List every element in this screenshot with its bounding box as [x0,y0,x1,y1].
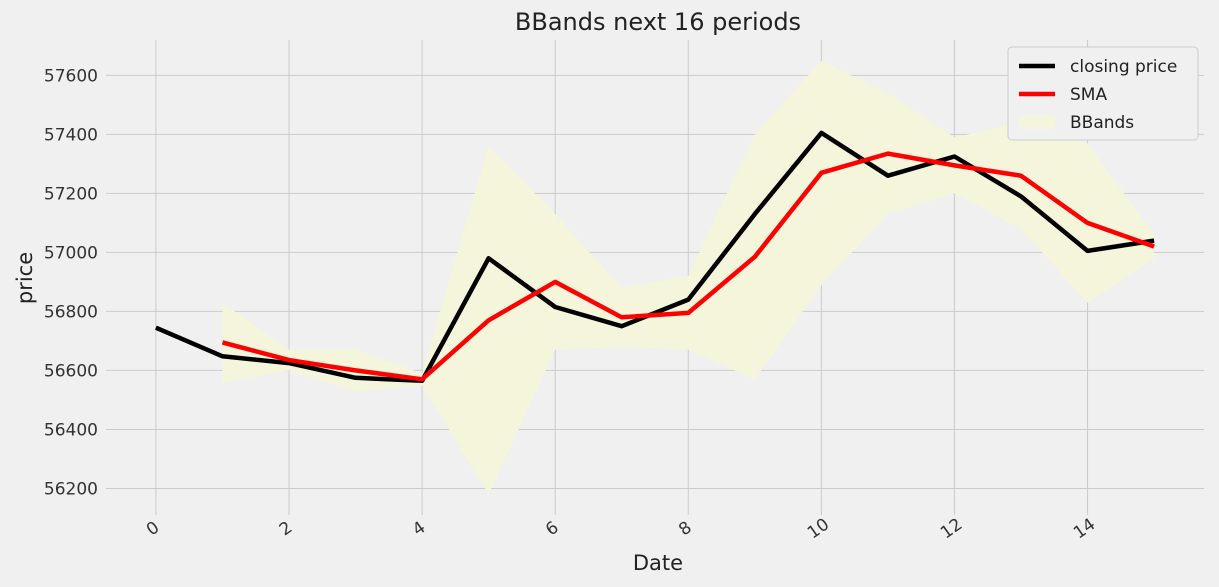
y-tick-label: 56600 [44,361,98,381]
chart-title: BBands next 16 periods [515,8,801,36]
sma-line [221,151,1155,382]
y-tick-label: 56800 [44,302,98,322]
y-tick-label: 57400 [44,125,98,145]
y-tick-label: 57000 [44,243,98,263]
y-tick-label: 56400 [44,420,98,440]
legend-swatch-bbands [1019,115,1055,129]
x-axis-label: Date [633,551,683,575]
y-tick-label: 57200 [44,184,98,204]
legend-label-sma: SMA [1070,85,1107,105]
y-tick-label: 57600 [44,66,98,86]
bbands-area [222,60,1155,495]
y-axis-label: price [13,252,37,304]
y-tick-labels: 56200 56400 56600 56800 57000 57200 57400 57600 [44,66,98,499]
legend: closing price SMA BBands [1007,46,1199,141]
y-tick-label: 56200 [44,479,98,499]
legend-box [1007,46,1199,141]
legend-label-closing-price: closing price [1070,57,1177,77]
legend-label-bbands: BBands [1070,113,1134,133]
